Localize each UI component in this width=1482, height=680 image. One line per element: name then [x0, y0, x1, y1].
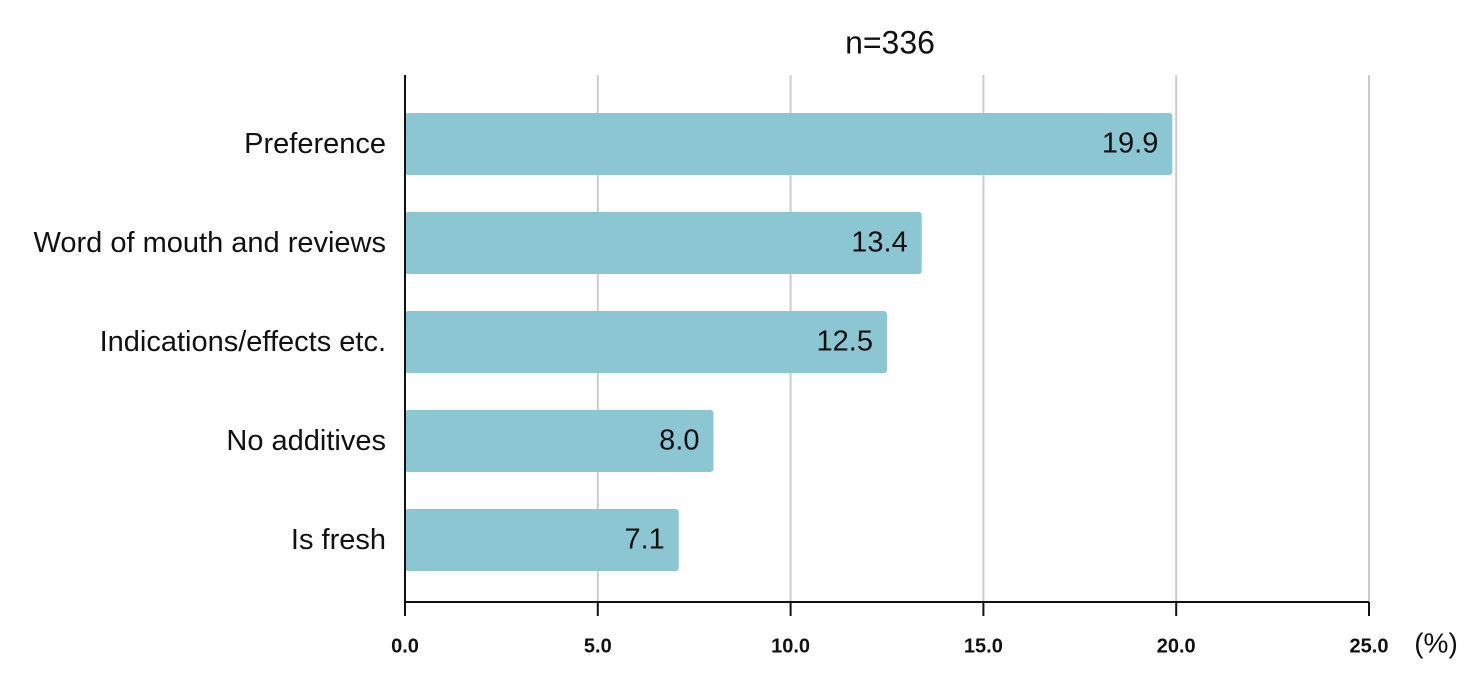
y-tick-label: Word of mouth and reviews [33, 227, 386, 259]
value-label: 19.9 [1102, 128, 1158, 160]
value-label: 7.1 [624, 524, 664, 556]
x-tick-label: 25.0 [1350, 635, 1389, 657]
x-tick-label: 10.0 [771, 635, 810, 657]
bar [405, 509, 679, 571]
bar [405, 212, 922, 274]
value-label: 13.4 [851, 227, 907, 259]
x-unit: (%) [1414, 627, 1458, 658]
bar [405, 311, 887, 373]
y-tick-label: Is fresh [290, 524, 386, 556]
y-tick-label: No additives [226, 425, 386, 457]
chart-title: n=336 [845, 24, 935, 60]
x-tick-label: 20.0 [1157, 635, 1196, 657]
y-tick-label: Preference [244, 128, 386, 160]
x-tick-label: 15.0 [964, 635, 1003, 657]
value-label: 8.0 [659, 425, 699, 457]
x-tick-label: 0.0 [391, 635, 419, 657]
x-tick-label: 5.0 [584, 635, 612, 657]
bar [405, 113, 1173, 175]
bar [405, 410, 714, 472]
value-label: 12.5 [817, 326, 873, 358]
y-tick-label: Indications/effects etc. [99, 326, 386, 358]
